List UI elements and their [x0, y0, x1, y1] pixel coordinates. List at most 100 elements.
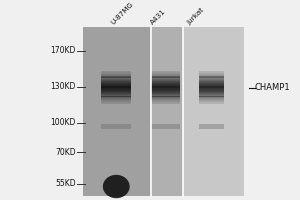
Text: 130KD: 130KD [51, 82, 76, 91]
Bar [101, 92, 131, 93]
Bar [151, 90, 180, 91]
Bar [151, 103, 180, 104]
Text: U-87MG: U-87MG [110, 1, 135, 26]
Text: 100KD: 100KD [51, 118, 76, 127]
Bar [101, 86, 131, 88]
Bar [151, 86, 180, 88]
Bar [151, 85, 180, 87]
Bar [151, 100, 180, 101]
Bar [199, 89, 224, 90]
Bar [101, 124, 131, 129]
Bar [199, 90, 224, 91]
Bar [151, 27, 183, 196]
Bar [199, 91, 224, 92]
Bar [151, 102, 180, 103]
Bar [199, 94, 224, 95]
Bar [151, 92, 180, 93]
Bar [101, 94, 131, 95]
Bar [83, 27, 244, 196]
Bar [199, 79, 224, 80]
Bar [199, 95, 224, 97]
Bar [199, 82, 224, 83]
Bar [151, 95, 180, 97]
Bar [151, 75, 180, 77]
Bar [101, 100, 131, 101]
Bar [151, 91, 180, 92]
Bar [151, 72, 180, 73]
Bar [151, 81, 180, 82]
Bar [101, 84, 131, 85]
Bar [83, 27, 151, 196]
Bar [199, 77, 224, 79]
Bar [151, 89, 180, 90]
Bar [151, 99, 180, 100]
Bar [101, 99, 131, 100]
Bar [151, 74, 180, 75]
Bar [101, 102, 131, 103]
Text: 55KD: 55KD [56, 179, 76, 188]
Bar [151, 71, 180, 72]
Bar [199, 76, 224, 78]
Bar [199, 83, 224, 84]
Bar [101, 91, 131, 92]
Bar [101, 87, 131, 89]
Bar [151, 82, 180, 83]
Bar [101, 82, 131, 83]
Bar [199, 92, 224, 93]
Bar [199, 81, 224, 82]
Bar [101, 83, 131, 84]
Bar [151, 77, 180, 79]
Bar [199, 96, 224, 98]
Bar [199, 72, 224, 73]
Bar [101, 73, 131, 74]
Bar [199, 75, 224, 77]
Bar [199, 93, 224, 94]
Bar [101, 71, 131, 72]
Bar [199, 101, 224, 102]
Bar [101, 77, 131, 79]
Bar [199, 87, 224, 89]
Bar [151, 80, 180, 81]
Bar [151, 83, 180, 84]
Bar [151, 101, 180, 102]
Bar [199, 102, 224, 103]
Bar [199, 84, 224, 85]
Bar [101, 80, 131, 81]
Bar [199, 71, 224, 72]
Bar [101, 93, 131, 94]
Bar [199, 74, 224, 75]
Bar [151, 84, 180, 85]
Bar [151, 93, 180, 94]
Bar [101, 76, 131, 78]
Bar [151, 96, 180, 98]
Bar [101, 98, 131, 99]
Bar [151, 73, 180, 74]
Bar [101, 75, 131, 77]
Bar [101, 81, 131, 82]
Bar [101, 74, 131, 75]
Text: Jurkat: Jurkat [186, 6, 206, 26]
Text: 70KD: 70KD [56, 148, 76, 157]
Text: A431: A431 [149, 8, 166, 26]
Bar [151, 76, 180, 78]
Bar [199, 124, 224, 129]
Bar [199, 85, 224, 87]
Bar [199, 100, 224, 101]
Bar [151, 87, 180, 89]
Bar [151, 79, 180, 80]
Bar [101, 85, 131, 87]
Bar [101, 72, 131, 73]
Text: 170KD: 170KD [51, 46, 76, 55]
Bar [199, 99, 224, 100]
Bar [101, 89, 131, 90]
Bar [101, 103, 131, 104]
Bar [101, 90, 131, 91]
Bar [199, 73, 224, 74]
Bar [101, 96, 131, 98]
Bar [199, 103, 224, 104]
Bar [151, 98, 180, 99]
Bar [199, 86, 224, 88]
Bar [151, 124, 180, 129]
Bar [151, 94, 180, 95]
Bar [101, 79, 131, 80]
